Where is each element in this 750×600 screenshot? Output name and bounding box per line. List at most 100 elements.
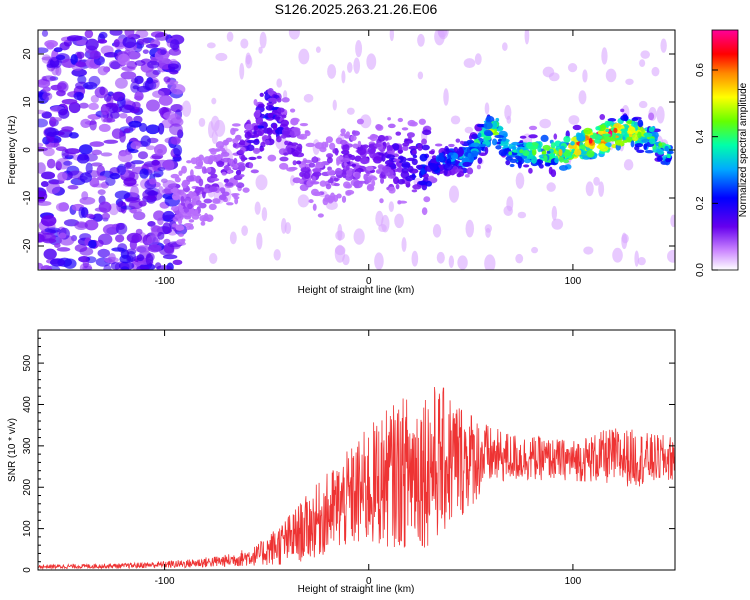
- spectrogram-blob: [126, 255, 134, 263]
- spectrogram-blob: [515, 155, 521, 160]
- spectrogram-blob: [109, 61, 121, 70]
- spectrogram-blob: [190, 157, 198, 165]
- spectrogram-blob: [478, 152, 487, 157]
- spectrogram-blob: [498, 149, 508, 157]
- spectrogram-blob: [332, 99, 337, 111]
- spectrogram-blob: [303, 159, 313, 164]
- spectrogram-blob: [463, 58, 476, 69]
- spectrogram-blob: [186, 226, 192, 230]
- spectrogram-blob: [387, 117, 391, 121]
- spectrogram-blob: [357, 140, 362, 148]
- spectrogram-blob: [157, 231, 165, 240]
- spectrogram-blob: [626, 136, 633, 142]
- spectrogram-blob: [248, 156, 257, 161]
- spectrogram-blob: [167, 63, 179, 70]
- spectrogram-blob: [281, 97, 290, 103]
- spectrogram-blob: [443, 88, 449, 106]
- spectrogram-blob: [74, 221, 88, 231]
- spectrogram-blob: [327, 178, 334, 184]
- spectrogram-blob: [181, 165, 187, 174]
- spectrogram-blob: [139, 37, 150, 45]
- spectrogram-blob: [114, 77, 128, 89]
- spectrogram-blob: [384, 168, 394, 177]
- spectrogram-blob: [97, 66, 109, 76]
- spectrogram-blob: [177, 218, 183, 225]
- spectrogram-blob: [81, 191, 89, 201]
- spectrogram-blob: [334, 167, 343, 176]
- spectrogram-blob: [267, 87, 274, 96]
- spectrogram-blob: [586, 150, 595, 158]
- spectrogram-blob: [291, 142, 299, 146]
- spectrogram-blob: [397, 178, 406, 185]
- spectrogram-blob: [415, 164, 423, 170]
- spectrogram-blob: [158, 95, 173, 106]
- spectrogram-blob: [63, 160, 73, 166]
- spectrogram-blob: [492, 120, 498, 129]
- spectrogram-blob: [71, 68, 87, 77]
- spectrogram-blob: [245, 54, 253, 69]
- spectrogram-blob: [607, 117, 617, 122]
- spectrogram-blob: [138, 200, 147, 207]
- spectrogram-blob: [242, 187, 250, 193]
- spectrogram-blob: [273, 249, 281, 261]
- spectrogram-blob: [101, 212, 111, 220]
- spectrogram-blob: [412, 154, 418, 159]
- spectrogram-blob: [163, 76, 171, 83]
- spectrogram-blob: [665, 157, 672, 163]
- snr-ylabel: SNR (10 * v/v): [7, 418, 18, 482]
- spectrogram-blob: [594, 138, 602, 144]
- spectrogram-blob: [184, 215, 192, 220]
- spectrogram-blob: [198, 117, 206, 127]
- spectrogram-blob: [418, 180, 428, 186]
- spectrogram-blob: [312, 203, 317, 211]
- spectrogram-blob: [519, 140, 524, 144]
- spectrogram-blob: [128, 120, 142, 128]
- spectrogram-blob: [290, 117, 300, 123]
- x-tick-label: 100: [565, 576, 582, 587]
- spectrogram-blob: [466, 167, 474, 175]
- spectrogram-blob: [203, 156, 213, 165]
- spectrogram-blob: [428, 150, 434, 155]
- spectrogram-blob: [563, 135, 571, 143]
- spectrogram-blob: [235, 182, 245, 189]
- spectrogram-blob: [643, 143, 648, 150]
- spectrogram-blob: [408, 145, 418, 151]
- spectrogram-blob: [644, 150, 654, 154]
- spectrogram-blob: [329, 142, 336, 150]
- spectrogram-blob: [257, 128, 265, 137]
- spectrogram-blob: [85, 162, 93, 174]
- spectrogram-blob: [303, 93, 314, 103]
- spectrogram-blob: [157, 47, 168, 56]
- snr-ticks: -100 0 100 0 100 200 300 400 500: [22, 330, 675, 587]
- spectrogram-blob: [333, 177, 339, 182]
- spectrogram-blob: [298, 48, 310, 65]
- spectrogram-blob: [483, 129, 493, 137]
- spectrogram-blob: [598, 181, 605, 197]
- spectrogram-blob: [516, 146, 521, 150]
- spectrogram-blob: [378, 224, 387, 232]
- spectrogram-blob: [103, 264, 112, 270]
- spectrogram-blob: [38, 109, 46, 115]
- spectrogram-blob: [299, 122, 309, 127]
- spectrogram-blob: [345, 131, 350, 137]
- spectrogram-blob: [621, 130, 628, 137]
- spectrogram-blob: [42, 86, 51, 92]
- spectrogram-blob: [506, 196, 514, 212]
- y-tick-label: 400: [22, 396, 33, 413]
- spectrogram-blob: [308, 199, 314, 204]
- spectrogram-blob: [386, 150, 394, 155]
- spectrogram-blob: [111, 247, 125, 252]
- spectrogram-blob: [334, 244, 346, 263]
- spectrogram-blob: [123, 177, 137, 187]
- spectrogram-blob: [623, 159, 634, 171]
- spectrogram-blob: [191, 214, 200, 220]
- x-tick-label: -100: [155, 276, 175, 287]
- spectrogram-blob: [379, 198, 384, 204]
- spectrogram-blob: [117, 151, 133, 163]
- spectrogram-blob: [578, 90, 587, 105]
- spectrogram-blob: [517, 160, 522, 169]
- spectrogram-blob: [531, 246, 539, 254]
- spectrogram-blob: [583, 127, 592, 135]
- spectrogram-blob: [38, 47, 49, 54]
- spectrogram-blob: [394, 213, 404, 229]
